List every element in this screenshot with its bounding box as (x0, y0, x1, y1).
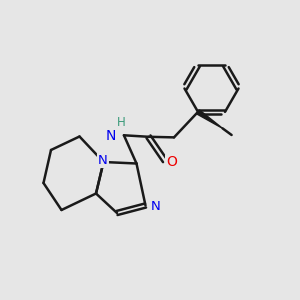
Text: N: N (151, 200, 161, 214)
Text: N: N (98, 154, 108, 167)
Text: N: N (98, 153, 108, 167)
Text: H: H (116, 117, 125, 130)
Text: N: N (106, 129, 116, 143)
Text: O: O (166, 155, 177, 169)
Text: H: H (116, 116, 125, 129)
Text: O: O (166, 155, 177, 169)
Text: N: N (151, 200, 161, 214)
Text: N: N (106, 129, 116, 143)
Polygon shape (197, 110, 223, 128)
